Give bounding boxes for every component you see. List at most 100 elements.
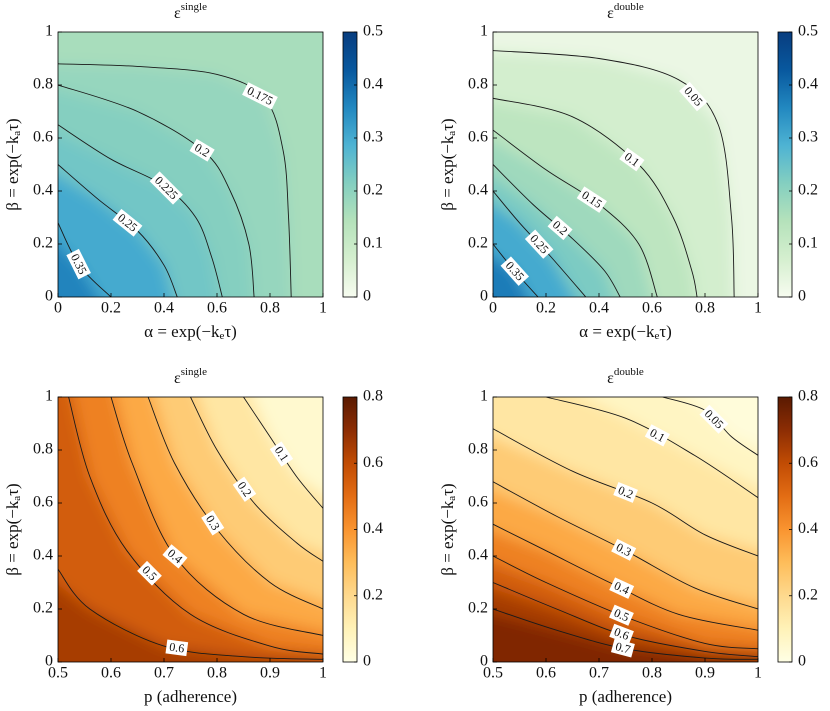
x-tick-label: 0.2	[101, 300, 121, 317]
y-tick-label: 0	[480, 653, 488, 670]
x-tick-label: 0.8	[642, 665, 662, 682]
colorbar	[342, 31, 358, 298]
y-tick-label: 1	[480, 23, 488, 40]
contour-label-group: 0.1	[644, 424, 670, 447]
y-tick-label: 0	[480, 288, 488, 305]
x-tick-label: 0.8	[207, 665, 227, 682]
y-tick-label: 1	[480, 388, 488, 405]
contour-band	[58, 584, 323, 662]
contour-label-bg	[137, 560, 162, 586]
contour-label-bg	[242, 82, 278, 110]
x-tick-label: 1	[754, 300, 762, 317]
y-tick-label: 1	[45, 23, 53, 40]
contour-label-bg	[576, 186, 607, 213]
y-tick-label: 0.6	[33, 129, 53, 146]
contour-label-group: 0.2	[547, 215, 573, 241]
y-tick-label: 0	[45, 288, 53, 305]
x-tick-label: 0.4	[154, 300, 174, 317]
contour-label-bg	[679, 81, 708, 112]
colorbar-tick-label: 0.1	[363, 235, 383, 252]
contour-line	[493, 97, 698, 297]
colorbar	[777, 31, 793, 298]
y-axis-label: β = exp(−kaτ)	[3, 483, 23, 575]
x-tick-label: 0.7	[154, 665, 174, 682]
contour-line	[493, 164, 621, 297]
colorbar-tick-label: 0.4	[798, 76, 818, 93]
x-axis-label: α = exp(−keτ)	[579, 322, 672, 342]
colorbar-tick-label: 0.3	[798, 129, 818, 146]
colorbar-tick-label: 0.2	[363, 182, 383, 199]
contour-label-group: 0.3	[201, 510, 225, 536]
y-tick-label: 0.4	[33, 547, 53, 564]
y-tick-label: 0.2	[33, 235, 53, 252]
contour-label: 0.1	[648, 425, 668, 444]
contour-label-group: 0.5	[609, 604, 634, 626]
y-tick-label: 0.4	[33, 182, 53, 199]
x-tick-label: 0.6	[101, 665, 121, 682]
contour-label-bg	[189, 138, 215, 162]
colorbar-tick-label: 0.2	[798, 586, 818, 603]
colorbar-tick-label: 0.8	[363, 388, 383, 405]
contour-label-group: 0.2	[613, 482, 638, 503]
contour-label-bg	[619, 147, 645, 172]
contour-label-bg	[149, 171, 183, 205]
colorbar-tick-label: 0	[363, 653, 371, 670]
y-tick-label: 0	[45, 653, 53, 670]
x-tick-label: 0.6	[207, 300, 227, 317]
colorbar-tick-label: 0.2	[363, 586, 383, 603]
contour-label: 0.1	[272, 444, 292, 464]
contour-label-group: 0.6	[165, 639, 189, 657]
contour-label-bg	[201, 510, 225, 536]
y-tick-label: 0.2	[33, 600, 53, 617]
x-tick-label: 0.4	[589, 300, 609, 317]
plot-frame	[57, 396, 324, 663]
contour-label-bg	[162, 544, 188, 569]
contour-label-bg	[611, 538, 637, 561]
contour-label-group: 0.7	[610, 638, 635, 658]
colorbar-tick-label: 0.6	[798, 454, 818, 471]
contour-label-bg	[644, 424, 670, 447]
contour-line	[493, 428, 758, 557]
panel-title: εsingle	[174, 1, 207, 22]
y-tick-label: 0.6	[468, 129, 488, 146]
contour-label-bg	[699, 404, 729, 434]
contour-label-group: 0.2	[232, 476, 257, 502]
contour-label-bg	[269, 441, 294, 467]
heatmap-field	[58, 32, 323, 297]
colorbar-tick-label: 0.6	[363, 454, 383, 471]
contour-label: 0.6	[612, 625, 631, 643]
y-axis-label: β = exp(−kaτ)	[3, 118, 23, 210]
heatmap: 0.050.10.20.30.40.50.60.7	[493, 397, 758, 662]
colorbar-tick-label: 0.2	[798, 182, 818, 199]
colorbar-tick-label: 0.4	[363, 520, 383, 537]
contour-label-group: 0.1	[269, 441, 294, 467]
panel-title: εsingle	[174, 366, 207, 387]
contour-label: 0.7	[614, 639, 632, 656]
x-tick-label: 0.7	[589, 665, 609, 682]
contour-label: 0.6	[169, 640, 186, 656]
y-tick-label: 0.8	[468, 441, 488, 458]
contour-label: 0.5	[612, 606, 631, 625]
y-tick-label: 1	[45, 388, 53, 405]
y-tick-label: 0.4	[468, 182, 488, 199]
contour-label-group: 0.3	[611, 538, 637, 561]
y-tick-label: 0.8	[468, 76, 488, 93]
contour-label-group: 0.6	[609, 623, 634, 645]
x-tick-label: 0.6	[642, 300, 662, 317]
x-tick-label: 1	[319, 665, 327, 682]
y-axis-label: β = exp(−kaτ)	[438, 483, 458, 575]
contour-line	[58, 84, 255, 297]
panel-title: εdouble	[607, 366, 644, 387]
contour-line	[493, 523, 758, 631]
contour-label-bg	[165, 639, 189, 657]
colorbar-tick-label: 0	[798, 653, 806, 670]
colorbar-tick-label: 0	[798, 288, 806, 305]
x-tick-label: 0	[489, 300, 497, 317]
contour-label-bg	[232, 476, 257, 502]
heatmap-field	[493, 397, 758, 662]
contour-label-bg	[609, 577, 635, 599]
x-tick-label: 1	[754, 665, 762, 682]
colorbar-tick-label: 0.5	[363, 23, 383, 40]
